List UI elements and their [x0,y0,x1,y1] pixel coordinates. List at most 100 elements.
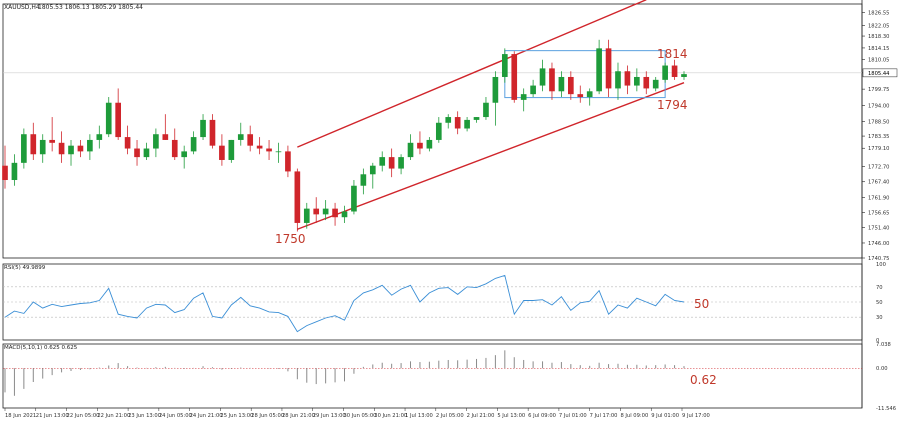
price-tick-label: 1783.35 [868,134,889,140]
time-tick-label: 1 Jul 13:00 [405,413,433,419]
time-tick-label: 25 Jun 13:00 [220,413,253,419]
macd-tick-label: 7.038 [876,342,891,348]
candle-body [105,102,112,135]
price-tick-label: 1810.05 [868,58,889,64]
candle-body [398,157,404,169]
candle-body [549,68,555,92]
channel-upper-line [297,0,647,148]
candle-body [294,171,301,223]
time-tick-label: 2 Jul 05:00 [436,413,464,419]
time-tick-label: 30 Jun 21:00 [374,413,407,419]
annotation-rsi-50: 50 [694,297,709,311]
rsi-tick-label: 30 [876,315,883,321]
price-tick-label: 1761.90 [868,195,889,201]
time-tick-label: 9 Jul 17:00 [682,413,710,419]
candle-body [492,76,499,103]
candle-body [190,137,197,152]
price-tick-label: 1788.50 [868,119,889,125]
candle-body [586,91,593,98]
candle-body [153,134,159,149]
price-tick-label: 1772.70 [868,165,889,171]
candle-body [577,94,584,98]
candle-body [303,208,310,223]
candle-body [652,79,659,89]
candle-body [30,134,37,155]
time-tick-label: 7 Jul 01:00 [559,413,587,419]
time-tick-label: 28 Jun 05:00 [251,413,284,419]
rsi-tick-label: 50 [876,300,883,306]
candle-body [332,208,338,218]
candle-body [266,148,272,152]
rsi-tick-label: 100 [876,262,886,268]
ohlc-label: 1805.53 1806.13 1805.29 1805.44 [38,4,143,11]
candle-body [171,139,178,158]
price-tick-label: 1746.00 [868,241,889,247]
time-tick-label: 24 Jun 05:00 [159,413,192,419]
time-tick-label: 29 Jun 13:00 [313,413,346,419]
candle-body [464,119,470,129]
price-tick-label: 1740.75 [868,256,889,262]
candle-body [662,65,668,80]
price-tick-label: 1779.10 [868,146,889,152]
time-tick-label: 7 Jul 17:00 [590,413,618,419]
candle-body [596,48,602,92]
rsi-tick-label: 70 [876,285,883,291]
symbol-label: XAUUSD,H4 [4,4,40,11]
candle-body [247,134,254,146]
candle-body [49,139,55,143]
candle-body [2,165,8,181]
price-tick-label: 1794.00 [868,104,889,110]
rsi-title: RSI(5) 49.9899 [4,265,46,271]
candle-body [388,157,395,169]
candle-body [143,148,150,158]
candle-body [219,145,225,160]
candle-body [379,157,386,166]
time-tick-label: 22 Jun 05:00 [67,413,100,419]
candle-body [501,54,508,77]
time-tick-label: 21 Jun 13:00 [36,413,69,419]
candle-body [483,102,489,118]
candle-body [209,119,216,146]
candle-body [68,145,74,155]
candle-body [643,76,650,89]
time-tick-label: 22 Jun 21:00 [97,413,130,419]
candle-body [615,71,621,89]
current-price-label: 1805.44 [868,71,890,77]
annotation-1794: 1794 [657,98,688,112]
price-tick-label: 1799.75 [868,87,889,93]
annotation-1814: 1814 [657,47,688,61]
candle-body [454,117,461,129]
candle-body [407,142,414,158]
time-tick-label: 9 Jul 01:00 [651,413,679,419]
time-tick-label: 8 Jul 09:00 [620,413,648,419]
candle-body [671,65,678,77]
macd-title: MACD(5,10,1) 0.625 0.625 [4,345,78,351]
candle-body [21,134,27,163]
candle-body [558,76,565,92]
candle-body [511,54,518,100]
candle-body [256,145,263,149]
candle-body [369,165,376,175]
candle-body [39,139,46,155]
candle-body [624,71,631,86]
time-tick-label: 6 Jul 09:00 [528,413,556,419]
candle-body [341,211,348,218]
annotation-1750: 1750 [275,232,306,246]
candle-body [530,85,536,95]
time-tick-label: 23 Jun 13:00 [128,413,161,419]
candle-body [77,145,84,152]
candle-body [115,102,121,138]
price-tick-label: 1756.65 [868,210,889,216]
time-tick-label: 30 Jun 05:00 [344,413,377,419]
candle-body [473,117,480,120]
price-tick-label: 1814.15 [868,46,889,52]
candle-body [11,162,18,181]
candle-body [124,137,131,149]
candle-body [605,48,612,89]
candle-body [435,122,442,140]
rsi-line [4,274,685,333]
price-tick-label: 1822.05 [868,23,889,29]
